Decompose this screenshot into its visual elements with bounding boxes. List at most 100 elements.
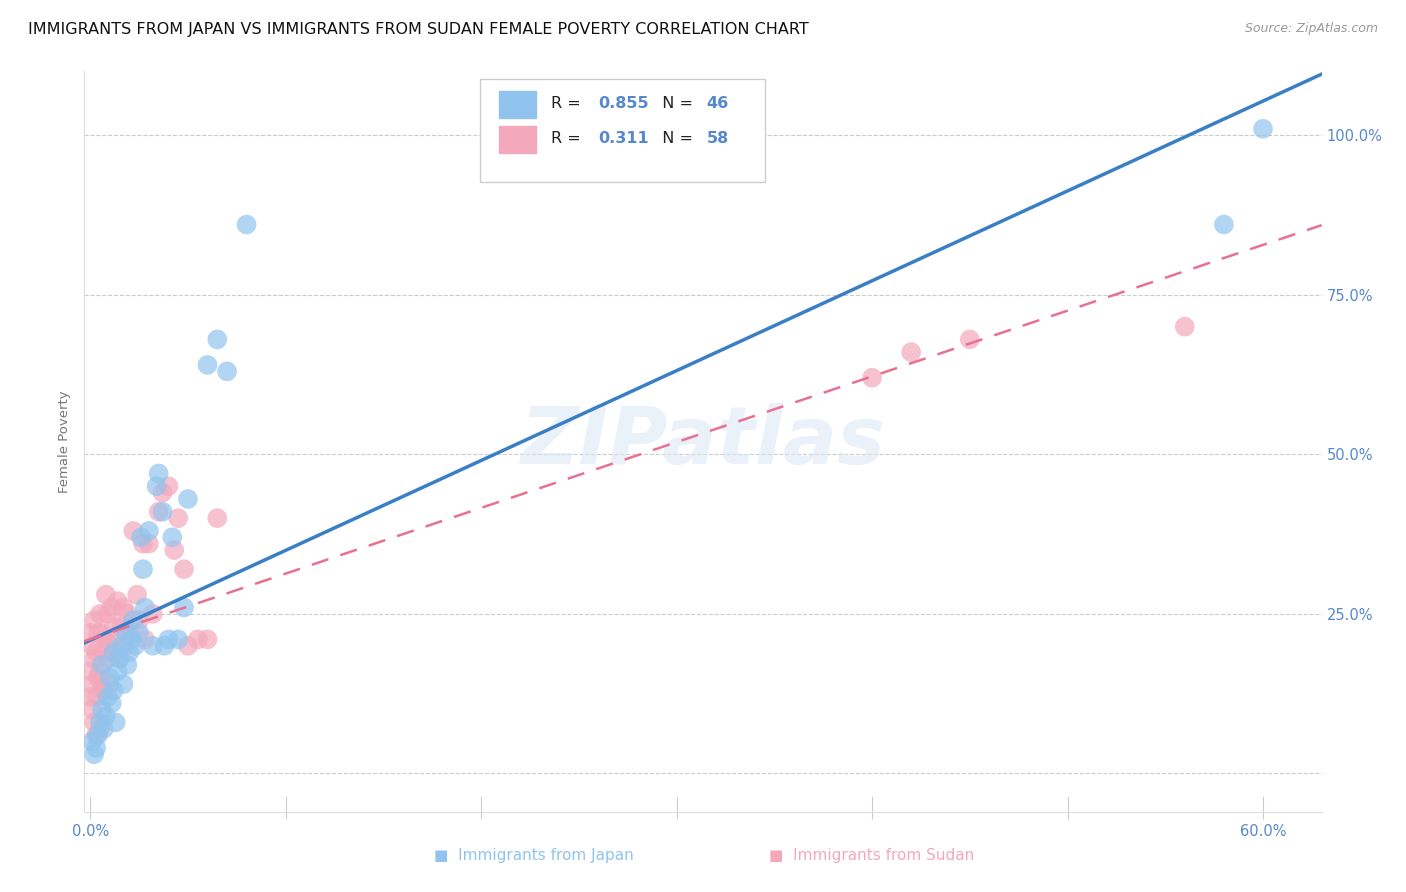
Point — [134, 632, 156, 647]
Point — [173, 600, 195, 615]
Text: Source: ZipAtlas.com: Source: ZipAtlas.com — [1244, 22, 1378, 36]
Point — [110, 639, 132, 653]
Text: R =: R = — [551, 95, 586, 111]
Text: IMMIGRANTS FROM JAPAN VS IMMIGRANTS FROM SUDAN FEMALE POVERTY CORRELATION CHART: IMMIGRANTS FROM JAPAN VS IMMIGRANTS FROM… — [28, 22, 808, 37]
Point — [142, 639, 165, 653]
Point — [93, 683, 115, 698]
Point — [127, 588, 149, 602]
Point — [145, 479, 167, 493]
Point — [103, 619, 125, 633]
Point — [103, 645, 125, 659]
Point — [129, 530, 152, 544]
Point — [157, 632, 180, 647]
Point — [153, 639, 176, 653]
Point — [83, 651, 105, 665]
Text: 58: 58 — [707, 130, 728, 145]
Point — [148, 467, 170, 481]
Point — [91, 657, 114, 672]
Point — [91, 677, 114, 691]
Point — [82, 677, 104, 691]
Point — [94, 632, 117, 647]
Point — [104, 715, 127, 730]
Point — [98, 639, 121, 653]
Point — [120, 632, 142, 647]
Point — [79, 626, 101, 640]
Point — [1212, 218, 1234, 232]
Point — [87, 671, 110, 685]
Point — [93, 645, 115, 659]
Point — [152, 485, 174, 500]
Point — [100, 696, 122, 710]
Point — [142, 607, 165, 621]
Point — [124, 639, 146, 653]
Point — [87, 626, 110, 640]
Point — [959, 333, 981, 347]
Point — [128, 626, 150, 640]
Text: 0.311: 0.311 — [598, 130, 648, 145]
Point — [117, 607, 139, 621]
Point — [177, 639, 200, 653]
Point — [83, 747, 105, 762]
Point — [89, 665, 111, 679]
Point — [89, 715, 111, 730]
Point — [108, 651, 131, 665]
Point — [173, 562, 195, 576]
Point — [122, 524, 145, 538]
Point — [110, 619, 132, 633]
Point — [132, 562, 155, 576]
Point — [82, 703, 104, 717]
Point — [107, 594, 129, 608]
Point — [97, 607, 120, 621]
Point — [197, 358, 219, 372]
Point — [83, 613, 105, 627]
Point — [104, 632, 127, 647]
Point — [177, 491, 200, 506]
Point — [89, 722, 111, 736]
Point — [1251, 121, 1274, 136]
Point — [91, 703, 114, 717]
Point — [84, 740, 107, 755]
Point — [94, 588, 117, 602]
Point — [79, 690, 101, 704]
Point — [84, 728, 107, 742]
FancyBboxPatch shape — [481, 78, 765, 183]
Point — [163, 543, 186, 558]
Text: ■  Immigrants from Japan: ■ Immigrants from Japan — [434, 848, 634, 863]
Bar — [499, 91, 536, 118]
Text: N =: N = — [652, 95, 699, 111]
Point — [152, 505, 174, 519]
Point — [167, 632, 190, 647]
Point — [97, 690, 120, 704]
Point — [89, 607, 111, 621]
Point — [157, 479, 180, 493]
Point — [84, 645, 107, 659]
Text: 46: 46 — [707, 95, 728, 111]
Point — [114, 639, 136, 653]
Point — [134, 600, 156, 615]
Point — [207, 333, 229, 347]
Point — [167, 511, 190, 525]
Point — [187, 632, 209, 647]
Point — [138, 524, 160, 538]
Point — [93, 722, 115, 736]
Point — [103, 683, 125, 698]
Point — [94, 709, 117, 723]
Point — [82, 639, 104, 653]
Text: ZIPatlas: ZIPatlas — [520, 402, 886, 481]
Text: N =: N = — [652, 130, 699, 145]
Point — [100, 600, 122, 615]
Point — [162, 530, 184, 544]
Point — [138, 536, 160, 550]
Bar — [499, 126, 536, 153]
Point — [215, 364, 238, 378]
Point — [128, 613, 150, 627]
Point — [118, 645, 141, 659]
Point — [235, 218, 257, 232]
Point — [118, 626, 141, 640]
Point — [112, 600, 135, 615]
Point — [132, 536, 155, 550]
Point — [122, 613, 145, 627]
Point — [900, 345, 922, 359]
Point — [112, 677, 135, 691]
Text: 0.855: 0.855 — [598, 95, 648, 111]
